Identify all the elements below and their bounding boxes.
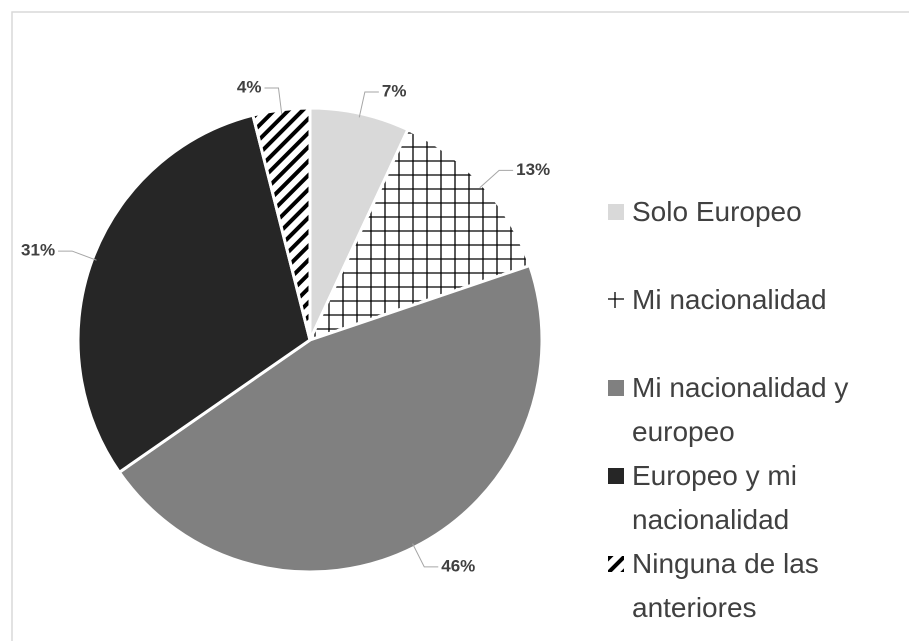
legend-item: Ninguna de las anteriores [608, 542, 868, 630]
legend-item: Mi nacionalidad y europeo [608, 366, 868, 454]
legend: Solo Europeo Mi nacionalidad Mi nacionalid… [608, 190, 868, 630]
leader-line [412, 543, 439, 568]
leader-line [264, 87, 283, 114]
data-label: 46% [441, 556, 475, 575]
data-label: 13% [516, 160, 550, 179]
frame [11, 11, 909, 641]
leader-line [358, 91, 379, 118]
legend-item: Mi nacionalidad [608, 278, 868, 366]
data-label: 4% [237, 77, 262, 96]
legend-marker [608, 204, 624, 220]
legend-label: Solo Europeo [632, 196, 802, 227]
legend-marker [608, 556, 624, 572]
legend-marker [608, 468, 624, 484]
leader-line [58, 250, 97, 261]
legend-item: Europeo y mi nacionalidad [608, 454, 868, 542]
legend-label: Ninguna de las anteriores [632, 548, 819, 623]
legend-marker [608, 292, 624, 308]
legend-label: Mi nacionalidad y europeo [632, 372, 849, 447]
legend-label: Europeo y mi nacionalidad [632, 460, 797, 535]
legend-marker [608, 380, 624, 396]
data-label: 31% [21, 241, 55, 260]
legend-label: Mi nacionalidad [632, 284, 827, 315]
leader-line [479, 169, 514, 189]
data-label: 7% [382, 81, 407, 100]
legend-item: Solo Europeo [608, 190, 868, 278]
